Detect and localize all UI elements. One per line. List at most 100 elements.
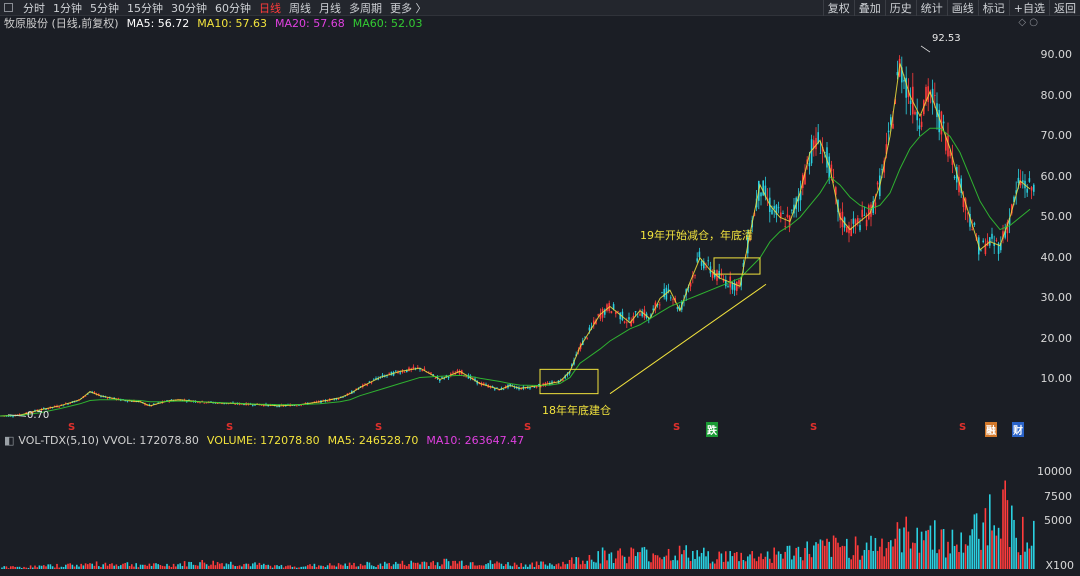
volume-bar bbox=[271, 567, 274, 569]
add-watchlist-button[interactable]: +自选 bbox=[1008, 0, 1049, 16]
candle-body bbox=[672, 299, 674, 301]
volume-bar bbox=[975, 513, 978, 569]
menu-icon[interactable] bbox=[4, 3, 13, 12]
volume-bar bbox=[747, 556, 749, 569]
period-daily[interactable]: 日线 bbox=[259, 1, 281, 15]
volume-bar bbox=[441, 564, 443, 569]
collapse-icon[interactable]: ◧ bbox=[4, 433, 15, 447]
candle-body bbox=[916, 111, 918, 121]
candle-body bbox=[909, 100, 912, 104]
volume-bar bbox=[230, 561, 232, 569]
volume-bar bbox=[696, 550, 698, 569]
volume-bar bbox=[443, 558, 445, 569]
volume-bar bbox=[40, 565, 43, 569]
candle-body bbox=[725, 279, 727, 287]
candle-body bbox=[520, 388, 522, 390]
event-marker[interactable]: S bbox=[959, 422, 967, 433]
volume-bar bbox=[87, 564, 89, 569]
volume-bar bbox=[945, 557, 947, 569]
volume-bar bbox=[417, 562, 419, 569]
candle-body bbox=[421, 370, 423, 371]
candle-body bbox=[705, 266, 707, 268]
event-marker-rong[interactable]: 融 bbox=[985, 422, 997, 437]
volume-bar bbox=[445, 558, 448, 569]
event-marker[interactable]: S bbox=[375, 422, 383, 433]
volume-bar bbox=[830, 556, 833, 569]
candle-body bbox=[399, 372, 401, 374]
period-fenshi[interactable]: 分时 bbox=[23, 1, 45, 15]
history-button[interactable]: 历史 bbox=[884, 0, 916, 16]
candle-body bbox=[148, 404, 151, 406]
candle-body bbox=[373, 379, 375, 381]
period-weekly[interactable]: 周线 bbox=[289, 1, 311, 15]
candle-body bbox=[953, 176, 956, 178]
volume-bar bbox=[582, 560, 584, 569]
volume-bar bbox=[599, 563, 602, 569]
candle-body bbox=[995, 240, 998, 241]
volume-bar bbox=[1002, 489, 1004, 569]
diamond-icon[interactable]: ◇ ○ bbox=[1018, 17, 1038, 28]
candle-body bbox=[958, 176, 960, 193]
volume-bar bbox=[36, 567, 38, 569]
volume-bar bbox=[839, 547, 841, 569]
event-marker[interactable]: S bbox=[673, 422, 681, 433]
period-more[interactable]: 更多 〉 bbox=[390, 1, 427, 15]
candle-body bbox=[276, 405, 278, 407]
event-marker[interactable]: S bbox=[810, 422, 818, 433]
period-30min[interactable]: 30分钟 bbox=[171, 1, 207, 15]
volume-bar bbox=[1017, 552, 1020, 569]
period-5min[interactable]: 5分钟 bbox=[90, 1, 119, 15]
mark-button[interactable]: 标记 bbox=[977, 0, 1009, 16]
event-marker[interactable]: S bbox=[226, 422, 234, 433]
candle-body bbox=[868, 205, 870, 220]
draw-line-button[interactable]: 画线 bbox=[946, 0, 978, 16]
period-multi[interactable]: 多周期 bbox=[349, 1, 382, 15]
volume-bar bbox=[12, 566, 14, 569]
event-marker[interactable]: S bbox=[524, 422, 532, 433]
volume-bar bbox=[762, 559, 764, 569]
volume-bar bbox=[221, 563, 223, 569]
volume-bar bbox=[377, 564, 379, 569]
candle-body bbox=[626, 322, 628, 324]
volume-bar bbox=[353, 562, 355, 569]
candle-body bbox=[760, 192, 762, 197]
price-chart[interactable] bbox=[0, 30, 1040, 425]
stats-button[interactable]: 统计 bbox=[915, 0, 947, 16]
event-marker-cai[interactable]: 财 bbox=[1012, 422, 1024, 437]
vol-ma5-value: MA5: 246528.70 bbox=[327, 433, 419, 447]
candle-body bbox=[905, 77, 907, 98]
period-60min[interactable]: 60分钟 bbox=[215, 1, 251, 15]
event-marker[interactable]: S bbox=[68, 422, 76, 433]
candle-body bbox=[632, 315, 635, 323]
volume-bar bbox=[71, 564, 74, 569]
volume-bar bbox=[527, 566, 529, 569]
period-1min[interactable]: 1分钟 bbox=[53, 1, 82, 15]
volume-bar bbox=[258, 562, 261, 569]
volume-bar bbox=[934, 520, 936, 569]
volume-bar bbox=[586, 560, 588, 569]
volume-bar bbox=[507, 562, 509, 569]
candle-body bbox=[146, 405, 148, 406]
volume-bar bbox=[472, 562, 474, 569]
candle-body bbox=[604, 309, 606, 315]
candle-body bbox=[676, 307, 679, 309]
overlay-button[interactable]: 叠加 bbox=[853, 0, 885, 16]
period-15min[interactable]: 15分钟 bbox=[127, 1, 163, 15]
stock-name: 牧原股份 (日线,前复权) bbox=[4, 17, 119, 30]
volume-bar bbox=[720, 553, 723, 569]
candle-body bbox=[529, 387, 531, 389]
volume-bar bbox=[379, 563, 382, 569]
back-button[interactable]: 返回 bbox=[1049, 0, 1080, 16]
period-monthly[interactable]: 月线 bbox=[319, 1, 341, 15]
volume-bar bbox=[936, 553, 938, 569]
volume-bar bbox=[793, 555, 795, 569]
event-marker-die[interactable]: 跌 bbox=[706, 422, 718, 437]
candle-body bbox=[885, 144, 888, 154]
fuquan-button[interactable]: 复权 bbox=[822, 0, 854, 16]
volume-chart[interactable] bbox=[0, 447, 1040, 569]
candle-body bbox=[571, 364, 573, 367]
volume-bar bbox=[483, 565, 485, 569]
volume-bar bbox=[351, 565, 353, 569]
candle-body bbox=[667, 289, 670, 292]
candle-body bbox=[808, 162, 811, 167]
